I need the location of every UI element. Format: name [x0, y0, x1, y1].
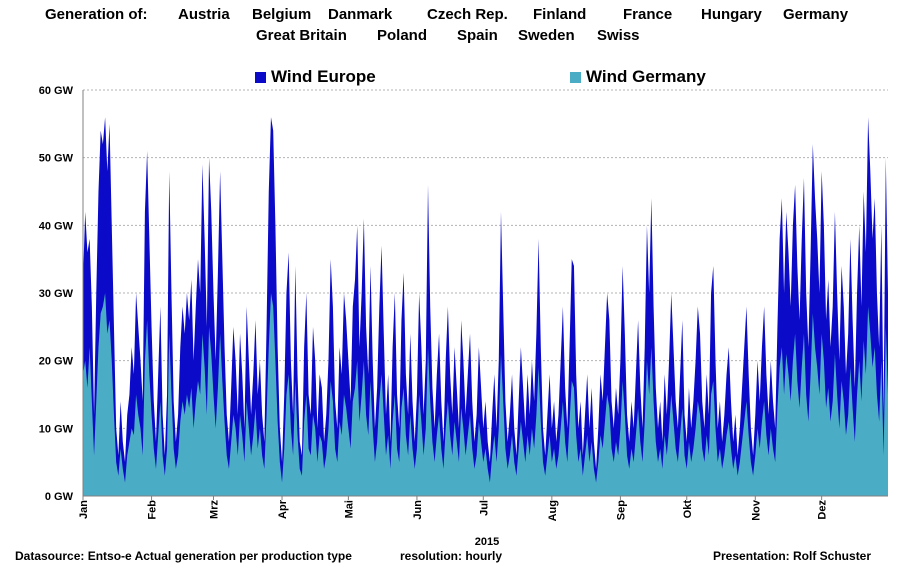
country-label: Hungary — [701, 6, 762, 23]
country-label: Danmark — [328, 6, 393, 23]
x-tick-label: Dez — [817, 500, 829, 520]
datasource-text: Datasource: Entso-e Actual generation pe… — [15, 549, 352, 563]
country-label: France — [623, 6, 673, 23]
country-label: Belgium — [252, 6, 312, 23]
presentation-text: Presentation: Rolf Schuster — [713, 549, 872, 563]
y-tick-label: 40 GW — [39, 220, 74, 232]
legend-label-europe: Wind Europe — [271, 67, 376, 86]
y-tick-label: 50 GW — [39, 153, 74, 165]
x-axis-label: 2015 — [475, 536, 499, 548]
axes — [82, 90, 888, 500]
x-tick-label: Mrz — [208, 500, 220, 519]
chart-legend: Wind Europe Wind Germany — [0, 64, 900, 90]
x-tick-label: Sep — [615, 500, 627, 520]
legend-label-germany: Wind Germany — [586, 67, 706, 86]
legend-swatch-europe — [255, 71, 266, 83]
resolution-text: resolution: hourly — [400, 549, 502, 563]
country-label: Germany — [783, 6, 849, 23]
legend-item-germany: Wind Germany — [570, 67, 706, 87]
y-tick-label: 30 GW — [39, 288, 74, 300]
area-series — [83, 117, 888, 496]
country-label: Swiss — [597, 27, 640, 44]
y-tick-label: 0 GW — [45, 491, 74, 503]
x-tick-label: Nov — [750, 499, 762, 521]
x-tick-label: Jan — [78, 500, 90, 519]
y-tick-label: 20 GW — [39, 356, 74, 368]
country-label: Finland — [533, 6, 587, 23]
x-tick-label: Okt — [682, 500, 694, 519]
legend-swatch-germany — [570, 71, 581, 83]
x-tick-label: Mai — [343, 500, 355, 518]
generation-of-label: Generation of: — [45, 6, 148, 23]
x-tick-label: Feb — [147, 500, 159, 520]
x-tick-label: Jun — [412, 500, 424, 520]
y-tick-label: 60 GW — [39, 85, 74, 97]
area-wind-europe — [83, 117, 888, 496]
country-list: Generation of: Austria Belgium Danmark C… — [0, 0, 900, 48]
x-tick-label: Jul — [478, 500, 490, 516]
y-tick-labels: 0 GW 10 GW 20 GW 30 GW 40 GW 50 GW 60 GW — [39, 85, 74, 503]
country-label: Great Britain — [256, 27, 347, 44]
country-label: Czech Rep. — [427, 6, 508, 23]
y-tick-label: 10 GW — [39, 423, 74, 435]
country-label: Spain — [457, 27, 498, 44]
country-label: Poland — [377, 27, 428, 44]
x-tick-labels: Jan Feb Mrz Apr Mai Jun Jul Aug Sep Okt Nov Dez — [78, 499, 829, 521]
area-wind-germany — [83, 293, 888, 496]
x-tick-label: Aug — [547, 500, 559, 521]
legend-item-europe: Wind Europe — [255, 67, 376, 87]
country-label: Sweden — [518, 27, 575, 44]
x-tick-label: Apr — [277, 499, 289, 519]
country-label: Austria — [178, 6, 230, 23]
